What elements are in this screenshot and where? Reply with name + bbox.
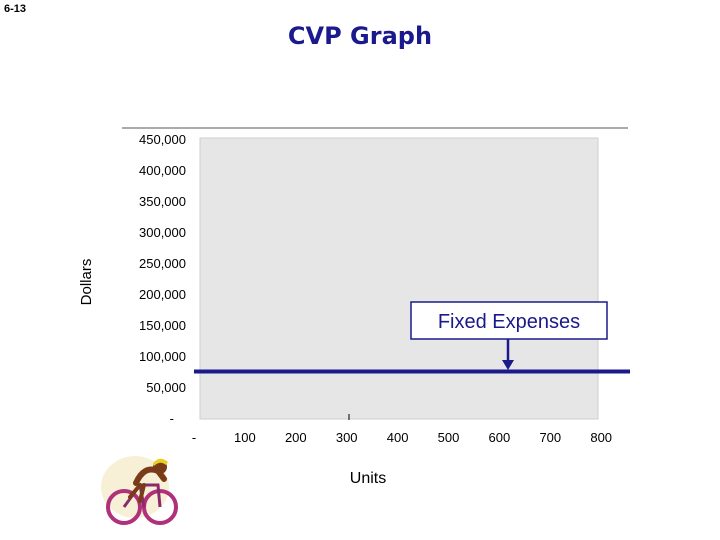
y-tick-label: 350,000 — [139, 194, 186, 209]
annotation-box — [410, 301, 608, 340]
y-tick-label: 200,000 — [139, 287, 186, 302]
annotation-arrow-head — [502, 360, 514, 370]
y-axis-label: Dollars — [78, 259, 95, 306]
y-tick-label: 300,000 — [139, 225, 186, 240]
y-tick-label: 100,000 — [139, 349, 186, 364]
rear-wheel — [106, 489, 142, 525]
plot-area — [199, 137, 599, 420]
x-tick-label: 200 — [285, 430, 307, 445]
y-tick-label: 400,000 — [139, 163, 186, 178]
x-tick-label: 100 — [234, 430, 256, 445]
x-tick-label: 300 — [336, 430, 358, 445]
x-tick-label: 700 — [539, 430, 561, 445]
chart-title: CVP Graph — [287, 22, 433, 50]
y-tick-label: 150,000 — [139, 318, 186, 333]
y-tick-label: - — [170, 411, 174, 426]
cyclist-clipart — [101, 456, 178, 525]
y-tick-label: 250,000 — [139, 256, 186, 271]
x-tick-label: 500 — [438, 430, 460, 445]
rider-helmet — [153, 458, 168, 466]
rider-legs — [128, 483, 146, 503]
x-tick-label: - — [192, 430, 196, 445]
y-tick-label: 50,000 — [146, 380, 186, 395]
y-tick-label: 450,000 — [139, 132, 186, 147]
annotation-fixed-expenses: Fixed Expenses — [410, 301, 608, 370]
slide-number: 6-13 — [4, 3, 27, 15]
x-axis-label: Units — [350, 470, 386, 487]
annotation-label: Fixed Expenses — [438, 311, 580, 333]
x-tick-label: 600 — [489, 430, 511, 445]
x-tick-label: 400 — [387, 430, 409, 445]
x-tick-label: 800 — [590, 430, 612, 445]
